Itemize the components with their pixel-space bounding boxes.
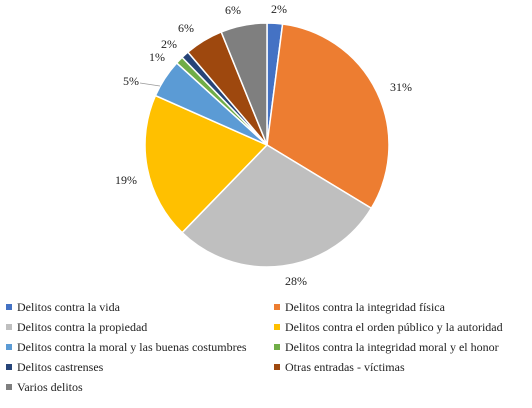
slice-label-4: 19% bbox=[115, 173, 137, 187]
legend-swatch bbox=[6, 384, 12, 390]
pie-chart-svg: 2%31%28%19%5%1%1%6%6%2% bbox=[115, 2, 412, 288]
legend-swatch bbox=[6, 304, 12, 310]
legend-item-4: Delitos contra el orden público y la aut… bbox=[274, 320, 503, 334]
legend-item-7: Delitos castrenses bbox=[6, 360, 103, 374]
legend-swatch bbox=[6, 344, 12, 350]
legend-item-2: Delitos contra la integridad física bbox=[274, 300, 445, 314]
slice-label-1: 2% bbox=[271, 2, 287, 16]
legend-item-6: Delitos contra la integridad moral y el … bbox=[274, 340, 499, 354]
slice-label-3: 28% bbox=[285, 274, 307, 288]
legend-swatch bbox=[274, 344, 280, 350]
pie-slice-9 bbox=[220, 22, 268, 146]
slice-label-2: 31% bbox=[390, 80, 412, 94]
legend-swatch bbox=[6, 324, 12, 330]
extra-slice-label: 2% bbox=[161, 37, 177, 51]
pie-slice-2 bbox=[266, 23, 390, 210]
legend-label: Delitos contra la moral y las buenas cos… bbox=[17, 340, 247, 354]
legend-swatch bbox=[274, 304, 280, 310]
legend-label: Delitos contra la propiedad bbox=[17, 320, 148, 334]
legend-swatch bbox=[274, 364, 280, 370]
legend-label: Varios delitos bbox=[17, 380, 83, 394]
legend-label: Delitos contra la integridad moral y el … bbox=[285, 340, 499, 354]
slice-label-8: 6% bbox=[178, 21, 194, 35]
legend-item-3: Delitos contra la propiedad bbox=[6, 320, 147, 334]
legend-swatch bbox=[274, 324, 280, 330]
legend-item-8: Otras entradas - víctimas bbox=[274, 360, 405, 374]
legend-swatch bbox=[6, 364, 12, 370]
leader-line bbox=[139, 82, 161, 87]
legend-label: Otras entradas - víctimas bbox=[285, 360, 405, 374]
pie-slice-4 bbox=[144, 94, 269, 234]
legend-item-5: Delitos contra la moral y las buenas cos… bbox=[6, 340, 247, 354]
legend-label: Delitos contra la integridad física bbox=[285, 300, 445, 314]
slice-label-9: 6% bbox=[225, 3, 241, 17]
legend-label: Delitos contra el orden público y la aut… bbox=[285, 320, 503, 334]
legend-item-1: Delitos contra la vida bbox=[6, 300, 120, 314]
legend-item-9: Varios delitos bbox=[6, 380, 83, 394]
legend-label: Delitos castrenses bbox=[17, 360, 104, 374]
slice-label-5: 5% bbox=[123, 74, 139, 88]
pie-slice-3 bbox=[181, 144, 373, 268]
legend-label: Delitos contra la vida bbox=[17, 300, 120, 314]
slice-label-7: 1% bbox=[149, 50, 165, 64]
pie-chart: 2%31%28%19%5%1%1%6%6%2% bbox=[115, 2, 412, 288]
